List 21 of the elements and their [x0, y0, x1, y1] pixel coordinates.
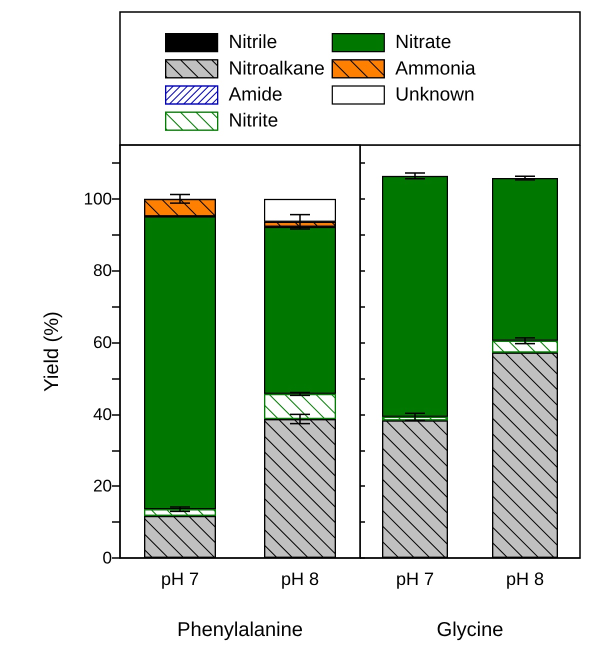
bar [382, 176, 448, 417]
y-axis-title: Yield (%) [41, 311, 63, 392]
y-tick-label: 80 [93, 261, 112, 280]
legend-label: Ammonia [395, 58, 476, 80]
x-tick-label: pH 8 [506, 569, 544, 589]
y-tick-label: 60 [93, 333, 112, 352]
y-tick-label: 40 [93, 404, 112, 424]
y-tick-label: 100 [84, 189, 112, 208]
legend-label: Nitrite [228, 110, 278, 132]
legend-label: Nitrile [228, 32, 278, 54]
y-tick-label: 20 [93, 476, 112, 496]
x-axis-title: Phenylalanine [177, 619, 303, 641]
legend-label: Unknown [395, 84, 475, 106]
legend-label: Nitrate [395, 32, 452, 54]
x-tick-label: pH 8 [280, 569, 320, 589]
x-tick-label: pH 7 [396, 569, 434, 589]
legend-label: Nitroalkane [228, 58, 325, 80]
y-tick-label: 0 [102, 548, 112, 568]
x-tick-label: pH 7 [160, 569, 200, 589]
x-axis-title: Glycine [436, 619, 504, 641]
legend-label: Amide [228, 84, 282, 106]
